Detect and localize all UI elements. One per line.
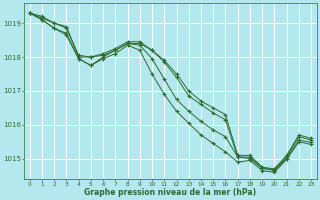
X-axis label: Graphe pression niveau de la mer (hPa): Graphe pression niveau de la mer (hPa) xyxy=(84,188,256,197)
